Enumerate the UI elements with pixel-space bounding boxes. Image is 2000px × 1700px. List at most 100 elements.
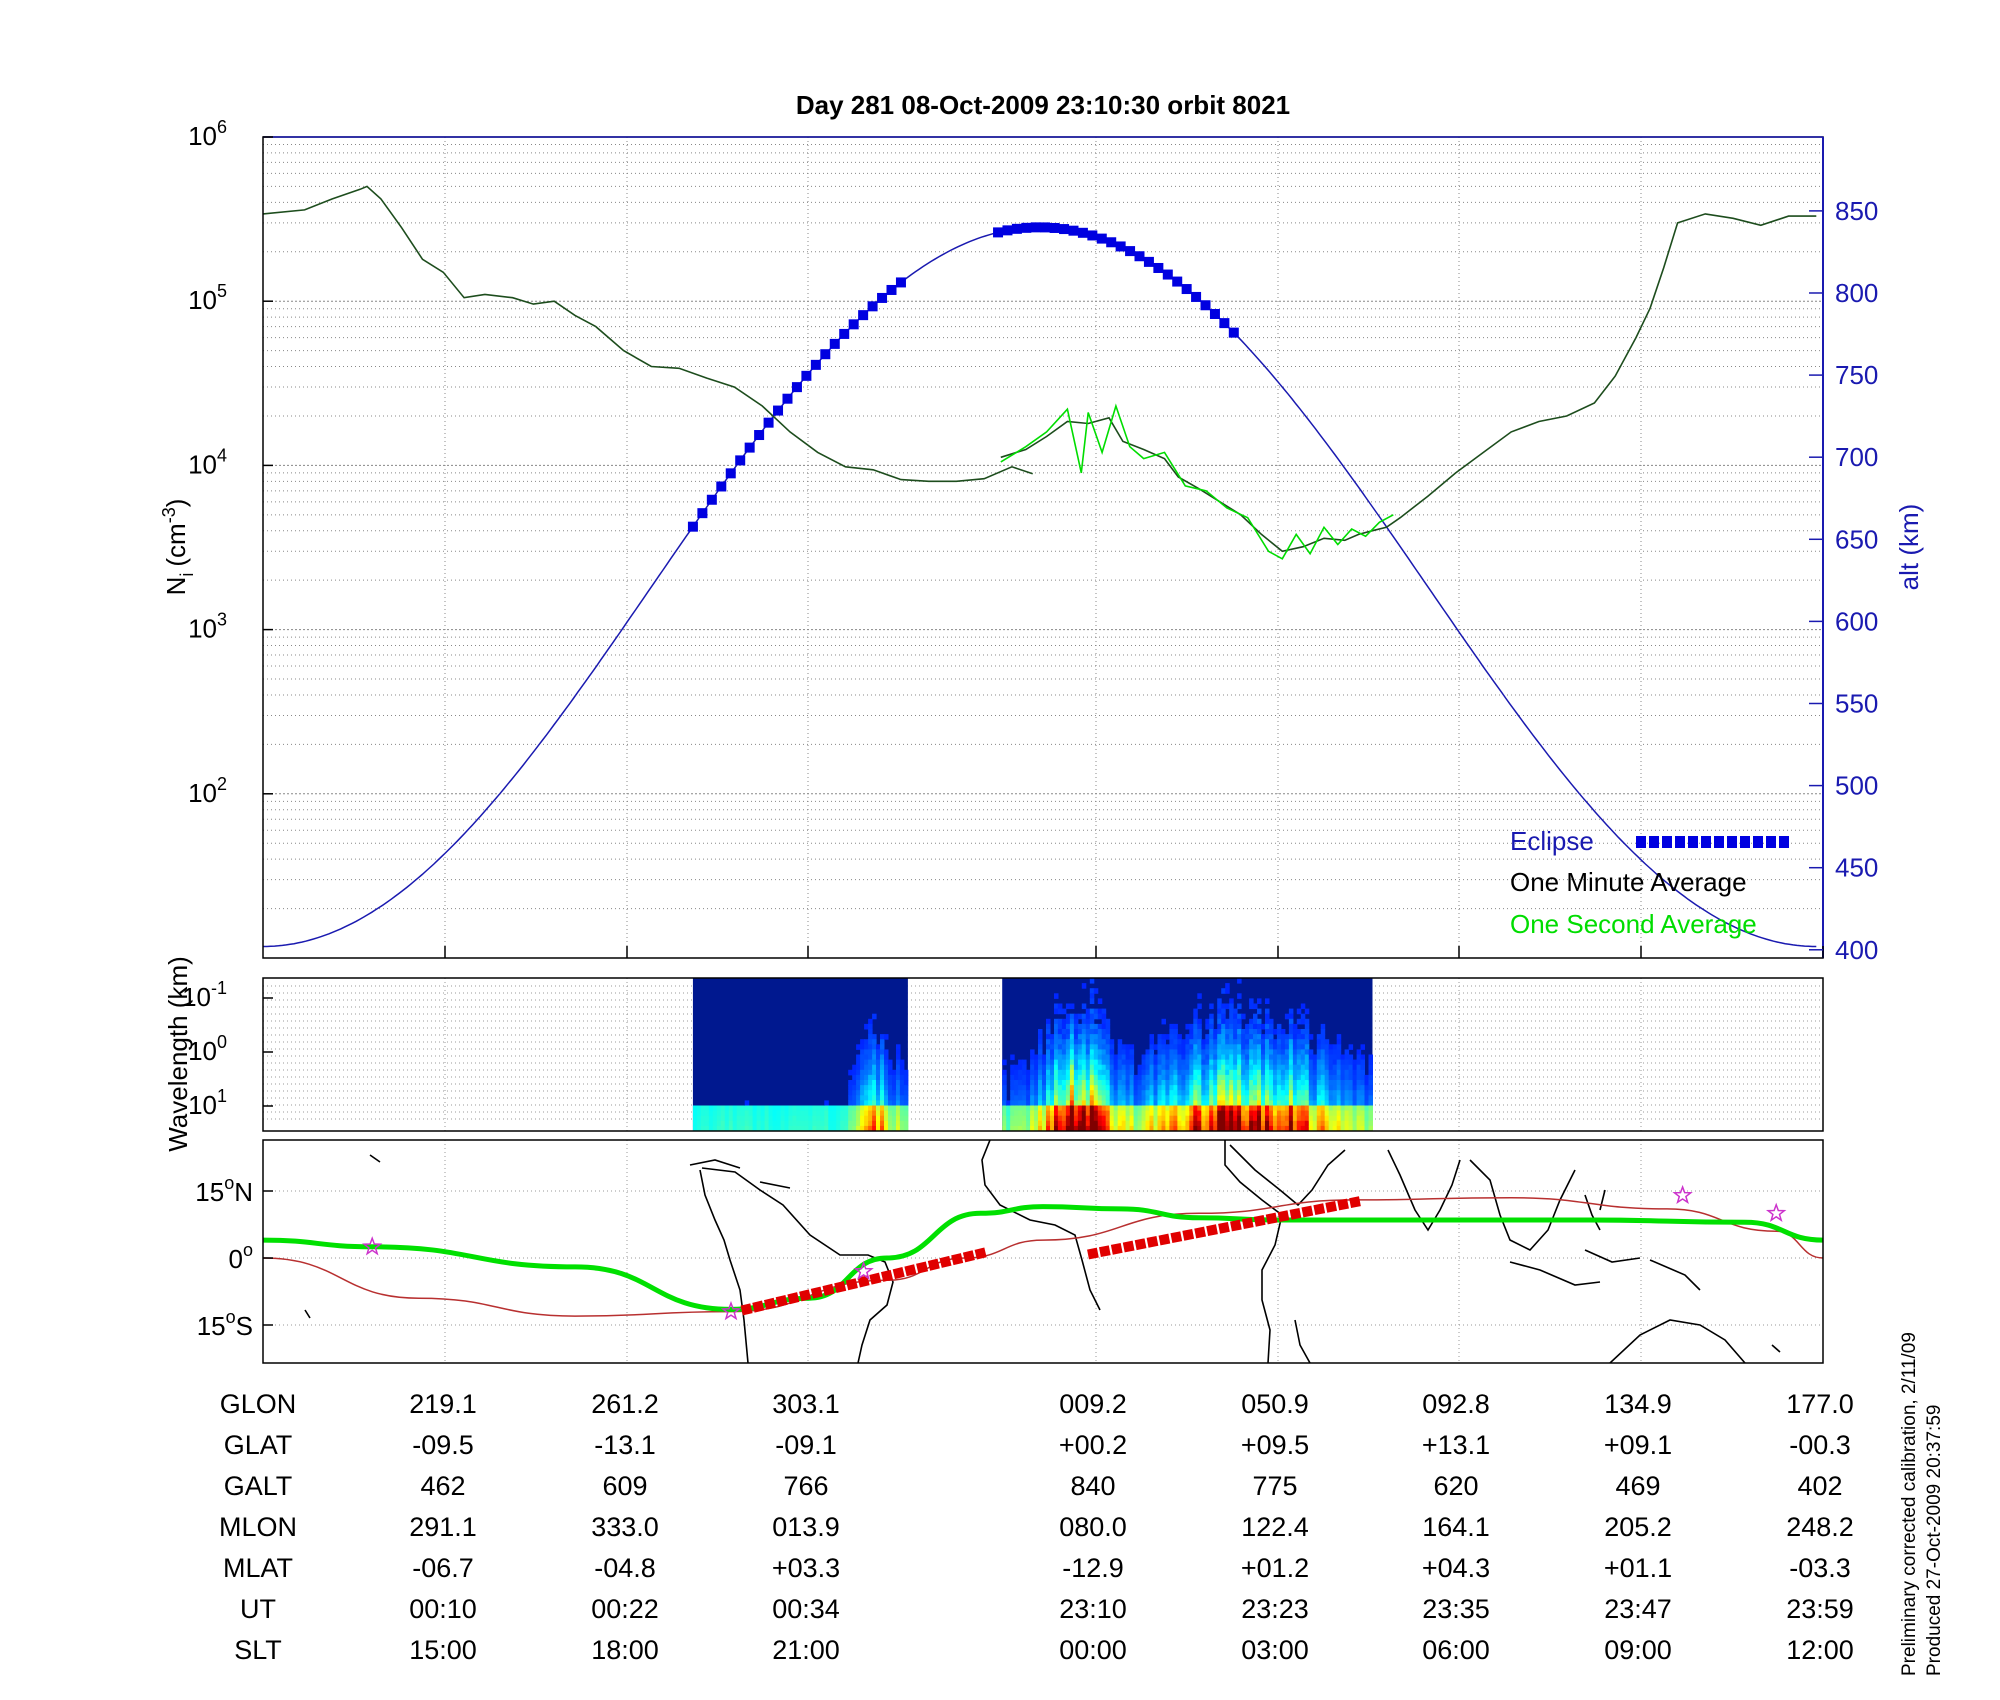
spectrogram-cell — [1157, 1054, 1162, 1061]
spectrogram-cell — [1141, 1080, 1147, 1086]
spectrogram-cell — [1061, 1059, 1067, 1066]
spectrogram-cell — [1201, 1120, 1206, 1127]
eclipse-marker — [687, 521, 698, 532]
spectrogram-cell — [1010, 1125, 1015, 1132]
spectrogram-cell — [1269, 1105, 1274, 1112]
spectrogram-cell — [1185, 1095, 1190, 1101]
spectrogram-cell — [1304, 1115, 1310, 1122]
spectrogram-cell — [828, 1120, 833, 1127]
spectrogram-cell — [1089, 998, 1095, 1004]
legend-eclipse-marker — [1727, 836, 1737, 848]
spectrogram-cell — [856, 1044, 861, 1050]
spectrogram-cell — [1193, 1074, 1198, 1081]
spectrogram-cell — [1368, 1115, 1373, 1122]
spectrogram-cell — [1229, 1120, 1234, 1127]
spectrogram-cell — [1189, 1069, 1194, 1076]
spectrogram-cell — [884, 1090, 889, 1096]
map-eclipse-marker — [951, 1253, 964, 1266]
spectrogram-cell — [1077, 1064, 1083, 1071]
spectrogram-cell — [1276, 1090, 1282, 1096]
spectrogram-cell — [760, 1120, 766, 1127]
spectrogram-cell — [1241, 1044, 1246, 1050]
spectrogram-cell — [1085, 1100, 1091, 1106]
spectrogram-cell — [1089, 1069, 1095, 1076]
table-cell: 134.9 — [1604, 1389, 1672, 1419]
spectrogram-cell — [852, 1100, 857, 1106]
spectrogram-cell — [816, 1125, 821, 1132]
table-row-label: SLT — [234, 1635, 282, 1665]
spectrogram-cell — [1221, 1074, 1226, 1081]
spectrogram-cell — [848, 1110, 853, 1117]
spectrogram-cell — [1125, 1095, 1131, 1101]
spectrogram-cell — [1237, 1039, 1242, 1045]
spectrogram-cell — [1324, 1105, 1330, 1112]
spectrogram-cell — [1209, 1095, 1214, 1101]
spectrogram-cell — [1189, 1095, 1194, 1101]
spectrogram-cell — [1245, 1085, 1250, 1091]
spectrogram-cell — [1193, 1090, 1198, 1096]
spectrogram-cell — [1113, 1125, 1119, 1132]
spectrogram-cell — [1089, 1013, 1095, 1020]
spectrogram-cell — [1292, 1049, 1298, 1055]
spectrogram-cell — [1101, 1074, 1107, 1081]
spectrogram-cell — [1336, 1085, 1342, 1091]
spectrogram-cell — [1125, 1110, 1131, 1117]
spectrogram-cell — [1241, 1105, 1246, 1112]
spectrogram-cell — [1261, 1115, 1266, 1122]
spectrogram-cell — [1042, 1105, 1047, 1112]
spectrogram-cell — [716, 1115, 722, 1122]
spectrogram-cell — [1117, 1080, 1123, 1086]
spectrogram-cell — [1054, 1029, 1059, 1035]
spectrogram-cell — [1089, 1095, 1095, 1101]
spectrogram-cell — [1308, 1125, 1314, 1132]
spectrogram-cell — [1276, 1044, 1282, 1050]
spectrogram-cell — [1113, 1064, 1119, 1071]
spectrogram-cell — [1089, 1090, 1095, 1096]
spectrogram-cell — [1221, 1069, 1226, 1076]
spectrogram-cell — [1121, 1125, 1127, 1132]
spectrogram-cell — [1157, 1034, 1162, 1040]
spectrogram-cell — [804, 1115, 809, 1122]
spectrogram-cell — [1133, 1105, 1139, 1112]
spectrogram-cell — [1177, 1090, 1182, 1096]
spectrogram-cell — [1117, 1044, 1123, 1050]
spectrogram-cell — [876, 1115, 881, 1122]
spectrogram-cell — [1360, 1110, 1365, 1117]
spectrogram-cell — [852, 1120, 857, 1127]
spectrogram-cell — [1328, 1100, 1334, 1106]
spectrogram-cell — [1233, 1125, 1238, 1132]
spectrogram-cell — [1213, 1120, 1218, 1127]
spectrogram-cell — [1336, 1044, 1342, 1050]
spectrogram-cell — [1145, 1059, 1150, 1066]
spectrogram-cell — [1173, 1044, 1178, 1050]
spectrogram-cell — [1364, 1115, 1369, 1122]
spectrogram-cell — [1101, 1064, 1107, 1071]
orbit-info-table: GLONGLATGALTMLONMLATUTSLT219.1-09.546229… — [219, 1389, 1854, 1665]
spectrogram-cell — [1213, 1029, 1218, 1035]
spectrogram-cell — [796, 1125, 801, 1132]
spectrogram-cell — [1217, 1125, 1222, 1132]
spectrogram-cell — [772, 1120, 777, 1127]
coastline-southeast-asia — [1469, 1159, 1576, 1251]
spectrogram-cell — [892, 1115, 897, 1122]
spectrogram-cell — [1014, 1125, 1019, 1132]
spectrogram-cell — [1197, 1125, 1202, 1132]
spectrogram-cell — [868, 1120, 873, 1127]
spectrogram-cell — [1320, 1064, 1326, 1071]
spectrogram-cell — [1213, 1074, 1218, 1081]
spectrogram-cell — [1197, 993, 1202, 999]
spectrogram-cell — [1328, 1120, 1334, 1127]
spectrogram-cell — [1193, 1064, 1198, 1071]
spectrogram-cell — [1324, 1100, 1330, 1106]
spectrogram-cell — [1265, 1013, 1270, 1020]
spectrogram-cell — [1057, 1064, 1063, 1071]
spectrogram-cell — [1233, 1013, 1238, 1020]
spectrogram-cell — [1121, 1115, 1127, 1122]
spectrogram-cell — [903, 1095, 909, 1101]
spectrogram-cell — [1042, 1125, 1047, 1132]
spectrogram-cell — [872, 1085, 877, 1091]
spectrogram-cell — [1046, 1095, 1051, 1101]
spectrogram-cell — [884, 1105, 889, 1112]
spectrogram-cell — [1237, 1100, 1242, 1106]
spectrogram-cell — [1038, 1080, 1043, 1086]
